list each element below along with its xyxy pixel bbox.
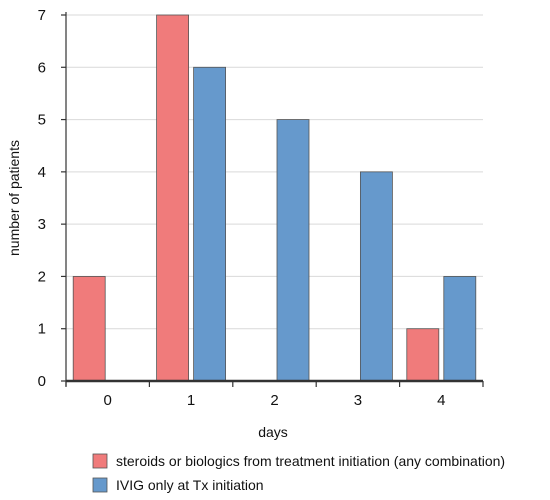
legend-swatch-steroids bbox=[92, 453, 108, 469]
bar-series1-4 bbox=[443, 276, 477, 382]
legend-swatch-ivig bbox=[92, 477, 108, 493]
y-axis-label: number of patients bbox=[6, 140, 22, 256]
bar-series0-4 bbox=[406, 328, 440, 382]
x-tick-label: 2 bbox=[270, 392, 278, 409]
bar-series1-2 bbox=[276, 119, 310, 382]
x-axis-label: days bbox=[258, 424, 288, 440]
legend-label-ivig: IVIG only at Tx initiation bbox=[116, 477, 264, 493]
y-tick-label: 7 bbox=[38, 7, 46, 24]
axes bbox=[61, 12, 484, 387]
bar-series0-1 bbox=[156, 14, 190, 382]
y-tick-label: 0 bbox=[38, 373, 46, 390]
bar-series1-3 bbox=[359, 171, 393, 382]
x-tick-label: 0 bbox=[104, 392, 112, 409]
y-tick-label: 6 bbox=[38, 59, 46, 76]
gridlines bbox=[66, 14, 483, 330]
bar-series1-1 bbox=[193, 66, 227, 382]
y-tick-label: 2 bbox=[38, 268, 46, 285]
bars bbox=[72, 14, 477, 382]
x-tick-label: 3 bbox=[354, 392, 362, 409]
y-tick-label: 5 bbox=[38, 112, 46, 129]
x-tick-label: 1 bbox=[187, 392, 195, 409]
y-tick-labels: 0 1 2 3 4 5 6 7 bbox=[38, 7, 46, 390]
legend-label-steroids: steroids or biologics from treatment ini… bbox=[116, 453, 505, 469]
legend: steroids or biologics from treatment ini… bbox=[92, 453, 505, 493]
x-tick-labels: 0 1 2 3 4 bbox=[104, 392, 446, 409]
y-tick-label: 3 bbox=[38, 216, 46, 233]
x-tick-label: 4 bbox=[437, 392, 445, 409]
y-tick-label: 4 bbox=[38, 164, 46, 181]
y-tick-label: 1 bbox=[38, 321, 46, 338]
bar-series0-0 bbox=[72, 276, 106, 382]
